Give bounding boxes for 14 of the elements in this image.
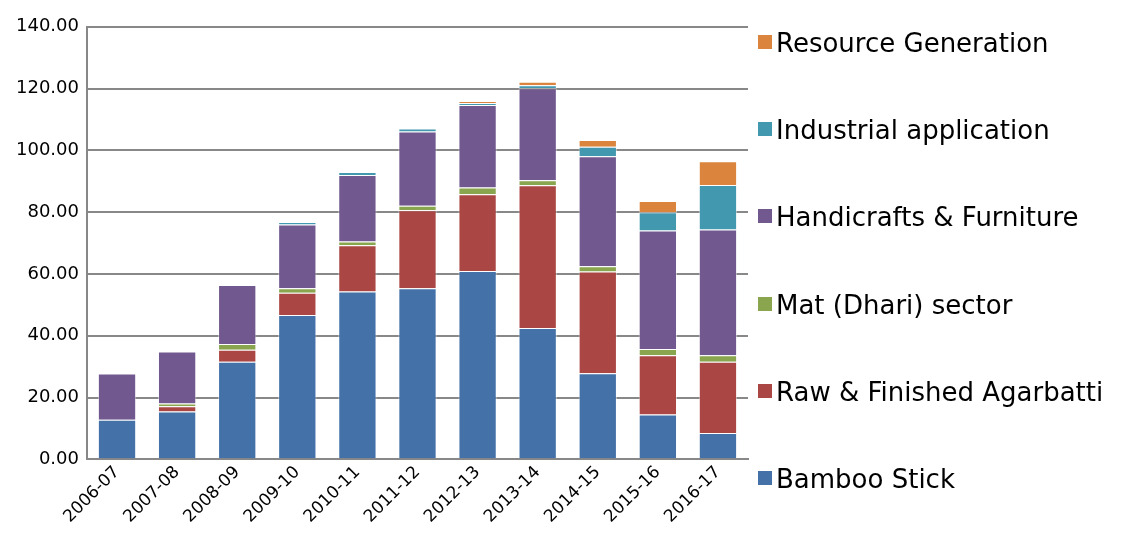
y-tick-label: 0.00 (38, 447, 79, 469)
y-tick-label: 20.00 (27, 385, 79, 407)
y-tick-label: 140.00 (16, 14, 79, 36)
y-tick-label: 40.00 (27, 323, 79, 345)
legend-label: Mat (Dhari) sector (776, 288, 1013, 322)
legend-label: Handicrafts & Furniture (776, 201, 1079, 235)
legend-label: Bamboo Stick (776, 462, 955, 496)
legend-label: Resource Generation (776, 27, 1049, 60)
legend-label: Raw & Finished Agarbatti (776, 375, 1104, 409)
legend-label: Industrial application (776, 114, 1050, 148)
y-tick-label: 80.00 (27, 199, 79, 221)
y-tick-label: 60.00 (27, 261, 79, 283)
y-tick-label: 120.00 (16, 76, 79, 98)
y-tick-label: 100.00 (16, 138, 79, 160)
